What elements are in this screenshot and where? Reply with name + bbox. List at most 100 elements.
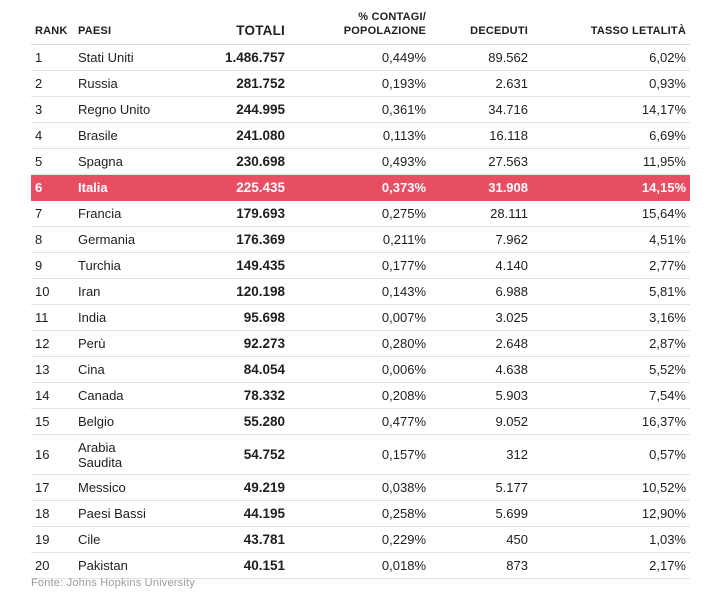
cell-rank: 10 bbox=[31, 278, 71, 305]
header-row: RANK PAESI TOTALI % CONTAGI/ POPOLAZIONE… bbox=[31, 10, 690, 45]
cell-fatality-rate: 0,57% bbox=[532, 434, 690, 475]
cell-pct-population: 0,208% bbox=[289, 382, 430, 409]
cell-deaths: 9.052 bbox=[430, 408, 532, 435]
cell-rank: 11 bbox=[31, 304, 71, 331]
cell-deaths: 5.699 bbox=[430, 500, 532, 527]
cell-rank: 12 bbox=[31, 330, 71, 357]
cell-total: 225.435 bbox=[191, 174, 289, 201]
cell-total: 176.369 bbox=[191, 226, 289, 253]
covid-cases-table: RANK PAESI TOTALI % CONTAGI/ POPOLAZIONE… bbox=[31, 10, 690, 579]
cell-total: 92.273 bbox=[191, 330, 289, 357]
cell-fatality-rate: 14,15% bbox=[532, 174, 690, 201]
cell-fatality-rate: 5,81% bbox=[532, 278, 690, 305]
table-row: 9 Turchia 149.435 0,177% 4.140 2,77% bbox=[31, 252, 690, 279]
cell-fatality-rate: 2,87% bbox=[532, 330, 690, 357]
cell-rank: 13 bbox=[31, 356, 71, 383]
cell-deaths: 4.638 bbox=[430, 356, 532, 383]
cell-country: Russia bbox=[71, 70, 191, 97]
cell-fatality-rate: 11,95% bbox=[532, 148, 690, 175]
cell-total: 43.781 bbox=[191, 526, 289, 553]
cell-total: 281.752 bbox=[191, 70, 289, 97]
table-row: 16 Arabia Saudita 54.752 0,157% 312 0,57% bbox=[31, 434, 690, 475]
table-body: 1 Stati Uniti 1.486.757 0,449% 89.562 6,02% 2 R… bbox=[31, 44, 690, 579]
header-pct-line1: % CONTAGI/ bbox=[358, 11, 426, 23]
cell-pct-population: 0,211% bbox=[289, 226, 430, 253]
cell-rank: 2 bbox=[31, 70, 71, 97]
table-row: 12 Perù 92.273 0,280% 2.648 2,87% bbox=[31, 330, 690, 357]
header-fatality-rate: TASSO LETALITÀ bbox=[532, 10, 690, 45]
cell-rank: 5 bbox=[31, 148, 71, 175]
cell-rank: 6 bbox=[31, 174, 71, 201]
cell-deaths: 2.648 bbox=[430, 330, 532, 357]
header-total: TOTALI bbox=[191, 10, 289, 45]
cell-fatality-rate: 4,51% bbox=[532, 226, 690, 253]
cell-pct-population: 0,449% bbox=[289, 44, 430, 71]
cell-pct-population: 0,493% bbox=[289, 148, 430, 175]
cell-pct-population: 0,157% bbox=[289, 434, 430, 475]
table-row: 20 Pakistan 40.151 0,018% 873 2,17% bbox=[31, 552, 690, 579]
cell-deaths: 7.962 bbox=[430, 226, 532, 253]
cell-rank: 20 bbox=[31, 552, 71, 579]
cell-fatality-rate: 2,17% bbox=[532, 552, 690, 579]
table-header: RANK PAESI TOTALI % CONTAGI/ POPOLAZIONE… bbox=[31, 10, 690, 45]
cell-rank: 18 bbox=[31, 500, 71, 527]
cell-fatality-rate: 2,77% bbox=[532, 252, 690, 279]
cell-pct-population: 0,177% bbox=[289, 252, 430, 279]
cell-pct-population: 0,229% bbox=[289, 526, 430, 553]
cell-rank: 9 bbox=[31, 252, 71, 279]
cell-deaths: 4.140 bbox=[430, 252, 532, 279]
cell-country: Spagna bbox=[71, 148, 191, 175]
header-rank: RANK bbox=[31, 10, 71, 45]
cell-country: Iran bbox=[71, 278, 191, 305]
cell-fatality-rate: 16,37% bbox=[532, 408, 690, 435]
table-row: 4 Brasile 241.080 0,113% 16.118 6,69% bbox=[31, 122, 690, 149]
header-deaths: DECEDUTI bbox=[430, 10, 532, 45]
table-row: 19 Cile 43.781 0,229% 450 1,03% bbox=[31, 526, 690, 553]
cell-rank: 8 bbox=[31, 226, 71, 253]
cell-pct-population: 0,477% bbox=[289, 408, 430, 435]
table-row: 3 Regno Unito 244.995 0,361% 34.716 14,17% bbox=[31, 96, 690, 123]
cell-country: Arabia Saudita bbox=[71, 434, 191, 475]
cell-deaths: 873 bbox=[430, 552, 532, 579]
cell-country: Pakistan bbox=[71, 552, 191, 579]
table-row: 15 Belgio 55.280 0,477% 9.052 16,37% bbox=[31, 408, 690, 435]
cell-fatality-rate: 15,64% bbox=[532, 200, 690, 227]
table-row: 7 Francia 179.693 0,275% 28.111 15,64% bbox=[31, 200, 690, 227]
cell-total: 95.698 bbox=[191, 304, 289, 331]
table-row: 8 Germania 176.369 0,211% 7.962 4,51% bbox=[31, 226, 690, 253]
cell-total: 84.054 bbox=[191, 356, 289, 383]
cell-country: Italia bbox=[71, 174, 191, 201]
cell-country: Messico bbox=[71, 474, 191, 501]
cell-pct-population: 0,007% bbox=[289, 304, 430, 331]
table-row: 5 Spagna 230.698 0,493% 27.563 11,95% bbox=[31, 148, 690, 175]
cell-pct-population: 0,113% bbox=[289, 122, 430, 149]
cell-country: Brasile bbox=[71, 122, 191, 149]
table-row: 2 Russia 281.752 0,193% 2.631 0,93% bbox=[31, 70, 690, 97]
cell-rank: 7 bbox=[31, 200, 71, 227]
cell-pct-population: 0,258% bbox=[289, 500, 430, 527]
cell-rank: 19 bbox=[31, 526, 71, 553]
header-country: PAESI bbox=[71, 10, 191, 45]
cell-deaths: 28.111 bbox=[430, 200, 532, 227]
cell-rank: 1 bbox=[31, 44, 71, 71]
cell-deaths: 89.562 bbox=[430, 44, 532, 71]
table-row: 11 India 95.698 0,007% 3.025 3,16% bbox=[31, 304, 690, 331]
cell-total: 54.752 bbox=[191, 434, 289, 475]
cell-country: Perù bbox=[71, 330, 191, 357]
cell-country: Francia bbox=[71, 200, 191, 227]
cell-fatality-rate: 12,90% bbox=[532, 500, 690, 527]
table-row: 18 Paesi Bassi 44.195 0,258% 5.699 12,90% bbox=[31, 500, 690, 527]
cell-total: 1.486.757 bbox=[191, 44, 289, 71]
cell-fatality-rate: 0,93% bbox=[532, 70, 690, 97]
cell-rank: 14 bbox=[31, 382, 71, 409]
cell-total: 120.198 bbox=[191, 278, 289, 305]
cell-total: 55.280 bbox=[191, 408, 289, 435]
cell-pct-population: 0,006% bbox=[289, 356, 430, 383]
cell-deaths: 31.908 bbox=[430, 174, 532, 201]
cell-rank: 17 bbox=[31, 474, 71, 501]
cell-deaths: 5.177 bbox=[430, 474, 532, 501]
cell-fatality-rate: 6,69% bbox=[532, 122, 690, 149]
cell-pct-population: 0,018% bbox=[289, 552, 430, 579]
cell-country: Regno Unito bbox=[71, 96, 191, 123]
cell-fatality-rate: 6,02% bbox=[532, 44, 690, 71]
